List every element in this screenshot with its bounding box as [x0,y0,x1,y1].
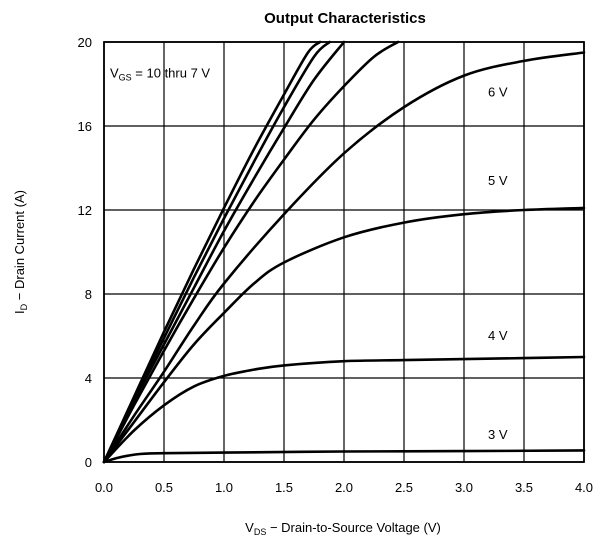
y-tick-label: 8 [85,287,92,302]
y-tick-label: 16 [78,119,92,134]
grid [103,41,585,463]
y-axis-label-text: − Drain Current (A) [12,190,27,304]
curve-vgs-7v [102,40,400,464]
x-tick-label: 4.0 [575,480,593,495]
curve-vgs-9v [102,40,331,464]
x-axis-label-subscript: DS [254,527,267,537]
y-tick-label: 12 [78,203,92,218]
x-axis-label: VDS − Drain-to-Source Voltage (V) [245,520,441,537]
curve-vgs-3v [102,449,586,464]
y-tick-label: 20 [78,35,92,50]
y-axis-label: ID − Drain Current (A) [12,190,29,314]
curve-vgs-8v [102,40,346,464]
vgs-annotation-subscript: GS [119,73,132,83]
x-tick-label: 0.0 [95,480,113,495]
curve-label-4v: 4 V [488,328,508,343]
x-tick-label: 3.5 [515,480,533,495]
vgs-annotation-symbol: V [110,66,119,81]
curve-vgs-4v [102,355,586,464]
y-tick-labels: 0 4 8 12 16 20 [78,35,92,470]
curves [102,40,586,464]
y-axis-label-subscript: D [19,303,29,310]
curve-labels: 6 V 5 V 4 V 3 V [488,85,508,442]
vgs-annotation-text: = 10 thru 7 V [132,66,211,81]
curve-vgs-10v [102,40,322,464]
curve-label-6v: 6 V [488,85,508,100]
x-tick-label: 2.5 [395,480,413,495]
x-tick-label: 2.0 [335,480,353,495]
y-tick-label: 0 [85,455,92,470]
x-tick-labels: 0.0 0.5 1.0 1.5 2.0 2.5 3.0 3.5 4.0 [95,480,593,495]
curve-vgs-5v [102,206,586,464]
plot-frame [103,41,585,463]
x-tick-label: 0.5 [155,480,173,495]
x-axis-label-symbol: V [245,520,254,535]
x-tick-label: 1.5 [275,480,293,495]
chart-title: Output Characteristics [264,10,426,27]
x-tick-label: 3.0 [455,480,473,495]
curve-label-5v: 5 V [488,173,508,188]
y-axis-label-symbol: I [12,310,27,314]
x-tick-label: 1.0 [215,480,233,495]
x-axis-label-text: − Drain-to-Source Voltage (V) [266,520,441,535]
curve-vgs-6v [102,51,586,464]
y-tick-label: 4 [85,371,92,386]
vgs-annotation: VGS = 10 thru 7 V [110,66,210,83]
curve-label-3v: 3 V [488,427,508,442]
